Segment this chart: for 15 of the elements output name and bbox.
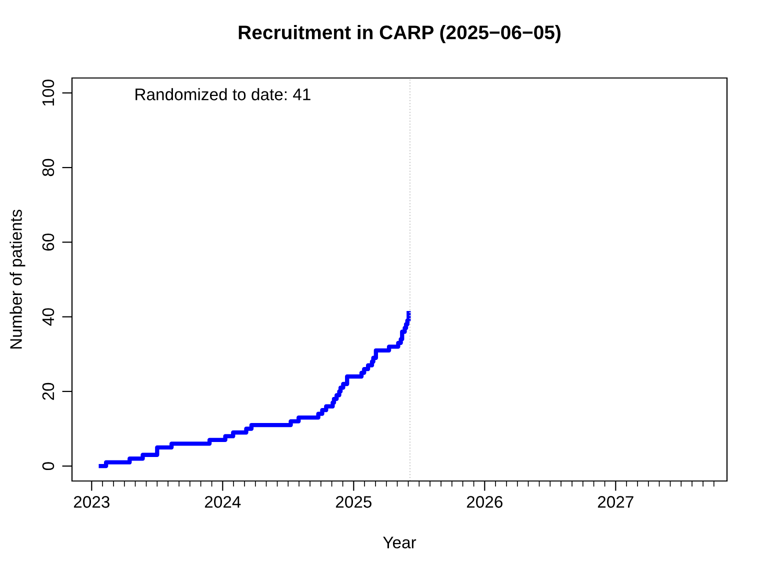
y-tick-label: 100	[42, 80, 54, 106]
x-tick-label: 2024	[204, 496, 241, 508]
x-tick-label: 2026	[466, 496, 502, 508]
x-tick-label: 2023	[74, 496, 110, 508]
y-axis-title: Number of patients	[10, 210, 26, 349]
y-tick-label: 80	[42, 158, 54, 176]
chart-title: Recruitment in CARP (2025−06−05)	[238, 25, 560, 44]
y-tick-label: 20	[42, 382, 54, 400]
y-tick-label: 0	[42, 462, 54, 470]
x-axis-title: Year	[383, 536, 416, 548]
y-tick-label: 60	[42, 234, 54, 251]
annotation: Randomized to date: 41	[136, 88, 310, 100]
x-tick-label: 2025	[336, 496, 372, 508]
y-tick-label: 40	[42, 308, 54, 326]
x-tick-label: 2027	[598, 496, 634, 508]
